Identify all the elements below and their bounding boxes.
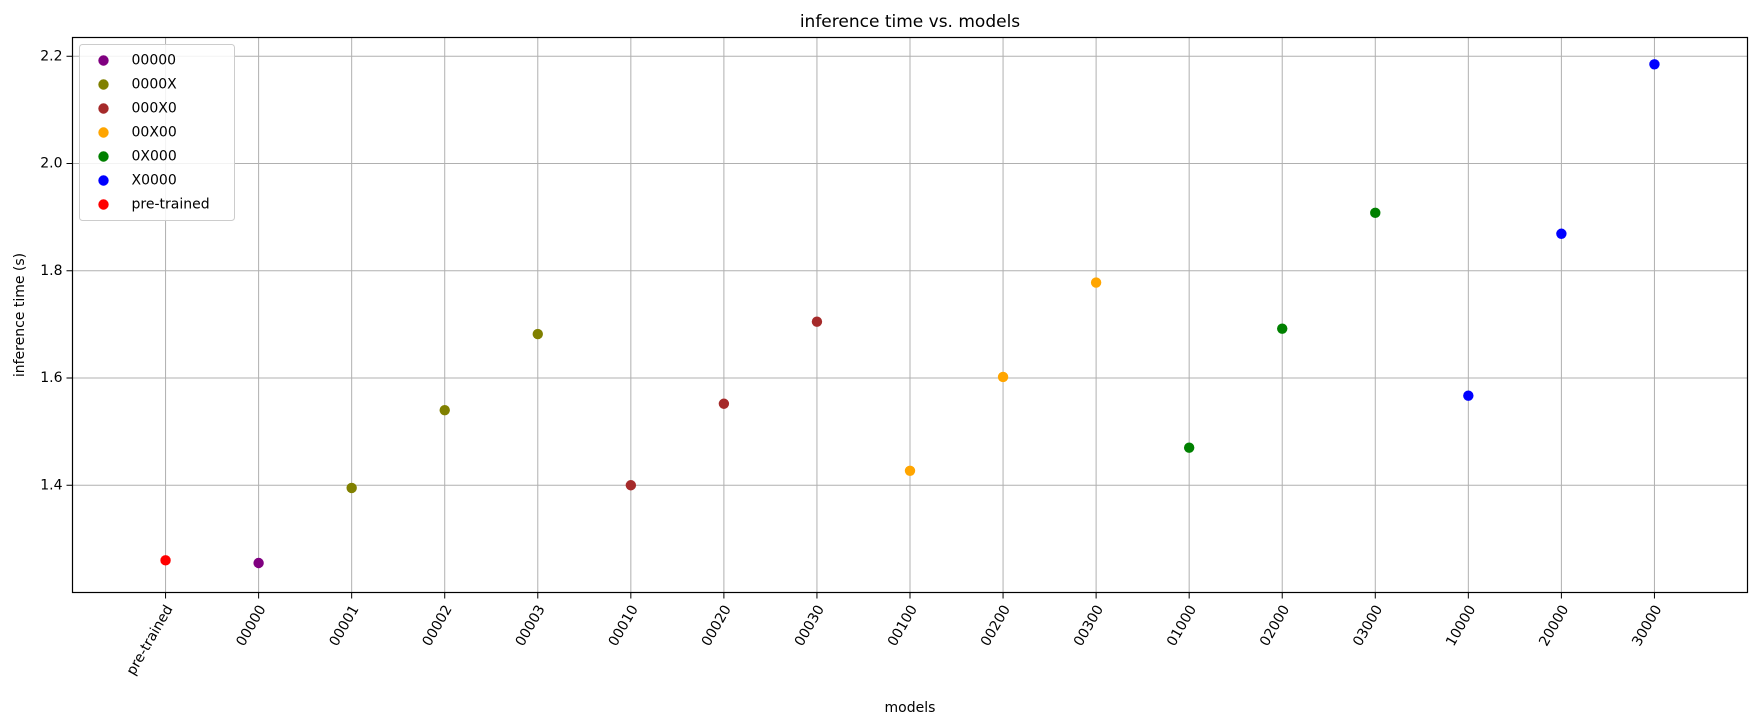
x-tick-label: 20000 bbox=[1536, 603, 1572, 650]
data-point bbox=[1183, 442, 1195, 453]
x-axis: pre-trained 00000 00001 00002 00003 00010 0002… bbox=[124, 592, 1665, 679]
data-point bbox=[904, 465, 916, 476]
data-point bbox=[253, 557, 264, 569]
data-point bbox=[160, 555, 171, 566]
x-tick-label: 00003 bbox=[513, 603, 549, 650]
legend-marker bbox=[98, 103, 109, 114]
data-point bbox=[1556, 228, 1567, 239]
x-tick-label: 00100 bbox=[885, 603, 921, 650]
y-axis-label: inference time (s) bbox=[12, 253, 28, 377]
x-tick-label: 00010 bbox=[606, 603, 642, 650]
data-point bbox=[625, 480, 637, 491]
x-tick-label: 10000 bbox=[1443, 603, 1479, 650]
legend-marker bbox=[98, 127, 109, 138]
x-tick-label: 00020 bbox=[699, 603, 735, 650]
y-axis: 1.4 1.6 1.8 2.0 2.2 bbox=[40, 48, 73, 493]
legend-marker bbox=[98, 151, 109, 162]
x-tick-label: 00030 bbox=[792, 603, 828, 650]
x-tick-label: 00300 bbox=[1071, 603, 1107, 650]
x-tick-label: 00002 bbox=[420, 603, 456, 650]
legend-label: pre-trained bbox=[132, 197, 210, 213]
legend-marker bbox=[98, 175, 109, 186]
legend-box bbox=[79, 44, 235, 221]
legend-label: 000X0 bbox=[132, 101, 177, 117]
y-tick-label: 2.0 bbox=[40, 156, 62, 172]
x-tick-label: 00200 bbox=[978, 603, 1014, 650]
data-point bbox=[718, 398, 730, 409]
legend-label: 00000 bbox=[132, 53, 177, 69]
x-tick-label: 00001 bbox=[326, 603, 362, 650]
x-tick-label: 01000 bbox=[1164, 603, 1200, 650]
data-point bbox=[1090, 277, 1102, 288]
legend-marker bbox=[98, 199, 109, 210]
chart-title: inference time vs. models bbox=[800, 12, 1020, 32]
legend-label: 00X00 bbox=[132, 125, 177, 141]
data-points bbox=[160, 59, 1660, 569]
data-point bbox=[439, 404, 450, 416]
x-axis-label: models bbox=[885, 700, 936, 716]
y-tick-label: 1.4 bbox=[40, 477, 62, 493]
y-tick-label: 2.2 bbox=[40, 48, 62, 64]
data-point bbox=[532, 328, 543, 340]
y-tick-label: 1.6 bbox=[40, 370, 62, 386]
grid bbox=[72, 37, 1748, 593]
data-point bbox=[1649, 59, 1660, 70]
data-point bbox=[997, 371, 1009, 383]
x-tick-label: 03000 bbox=[1350, 603, 1386, 650]
x-tick-label: 00000 bbox=[233, 603, 269, 650]
legend: 00000 0000X 000X0 00X00 0X000 X0000 pre-traine… bbox=[79, 44, 235, 221]
legend-marker bbox=[98, 55, 109, 66]
data-point bbox=[1463, 390, 1474, 401]
x-tick-label: 02000 bbox=[1257, 603, 1293, 650]
x-tick-label: pre-trained bbox=[124, 603, 177, 679]
data-point bbox=[1370, 207, 1381, 219]
legend-label: X0000 bbox=[132, 173, 177, 189]
legend-marker bbox=[98, 79, 109, 90]
y-tick-label: 1.8 bbox=[40, 263, 62, 279]
legend-label: 0000X bbox=[132, 77, 178, 93]
data-point bbox=[346, 482, 357, 494]
data-point bbox=[811, 316, 823, 327]
data-point bbox=[1277, 323, 1288, 334]
legend-label: 0X000 bbox=[132, 149, 177, 165]
x-tick-label: 30000 bbox=[1629, 603, 1665, 650]
